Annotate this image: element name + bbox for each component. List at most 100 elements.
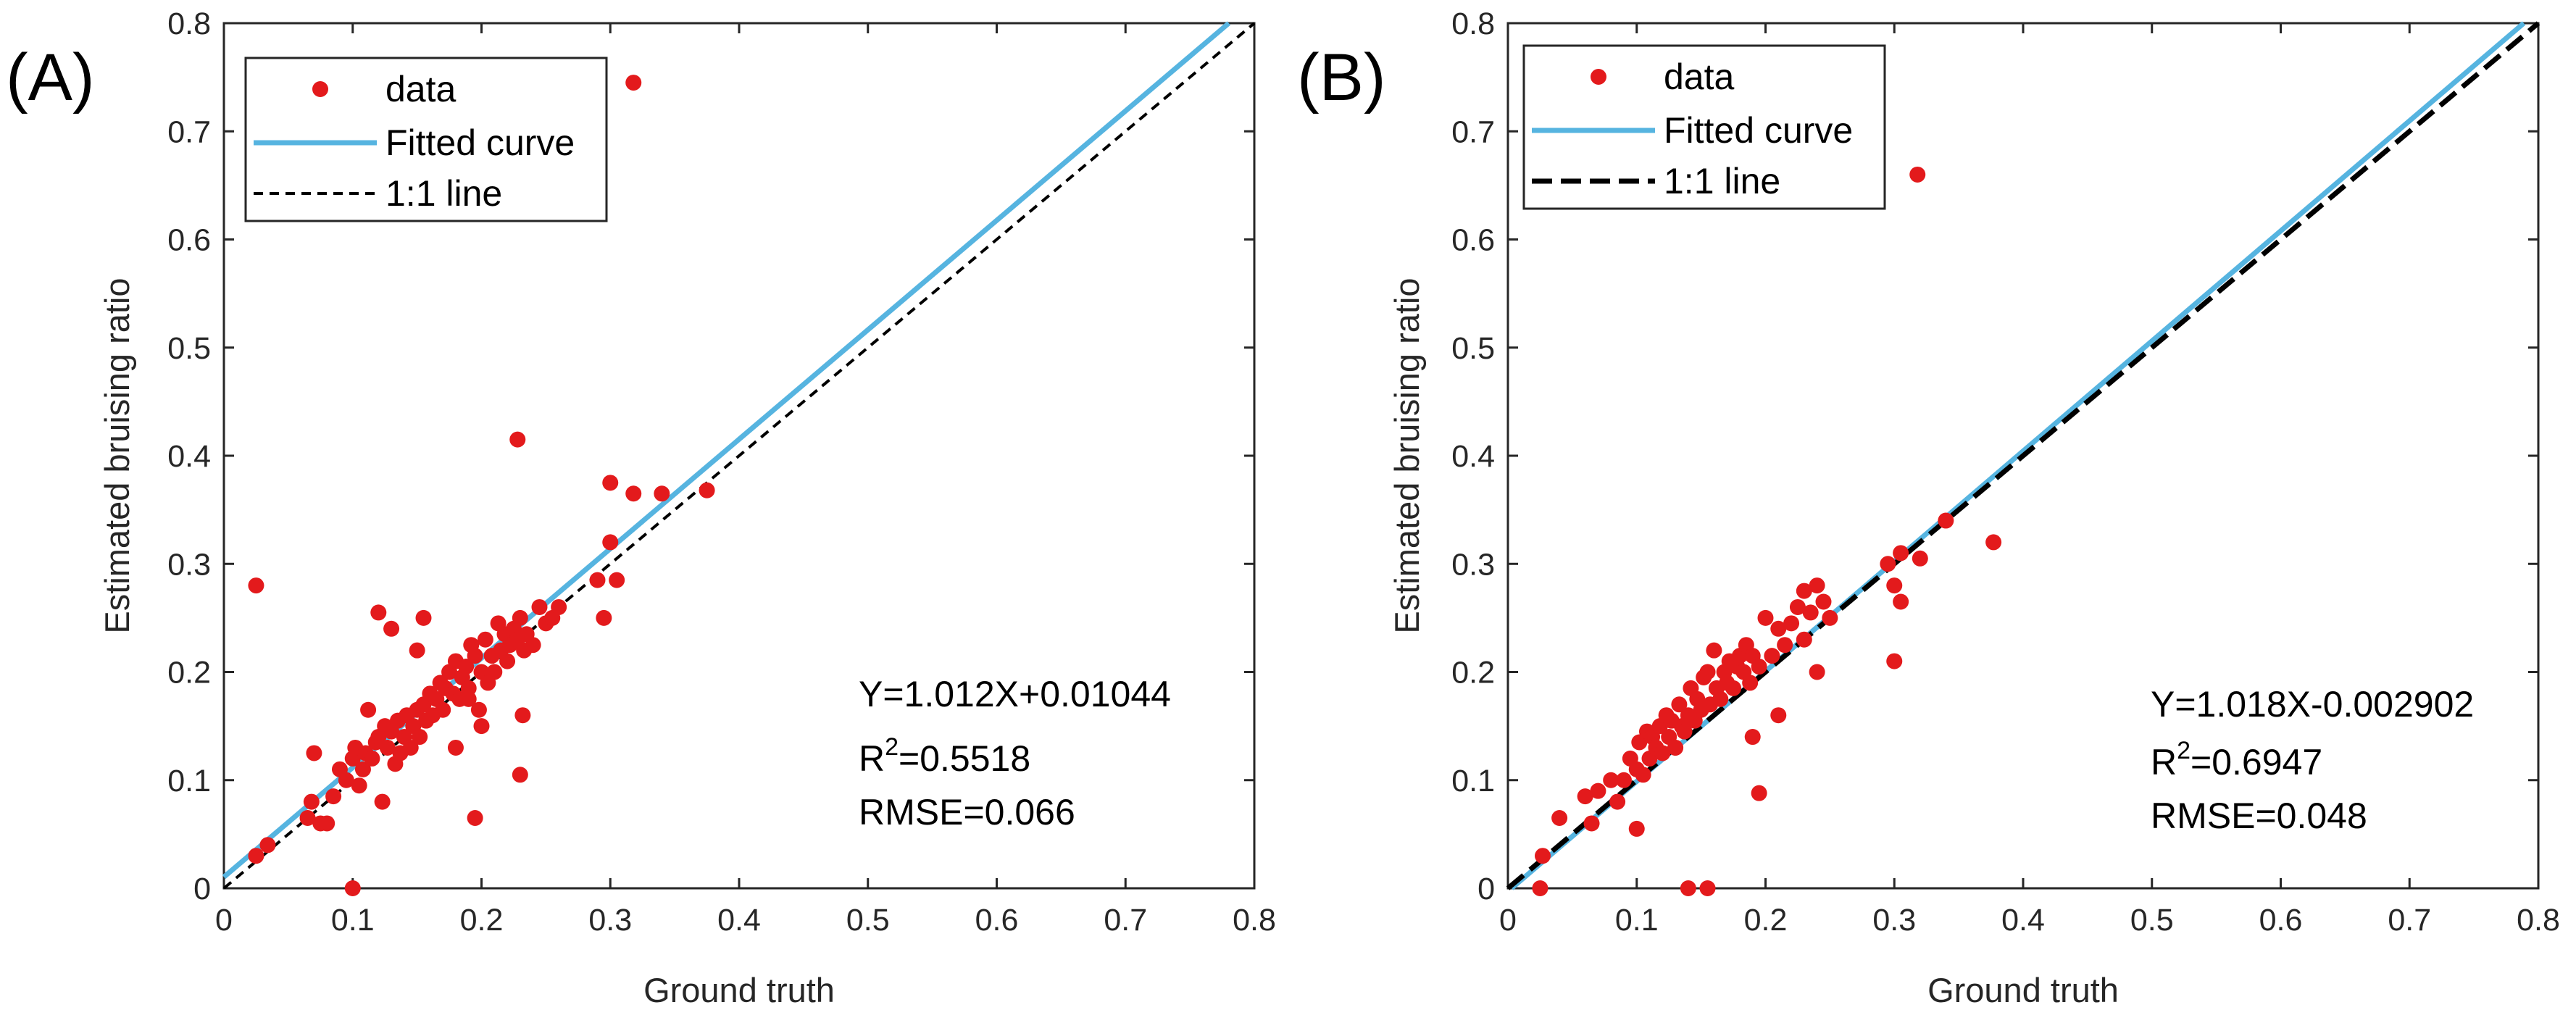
b-data-point <box>1699 664 1716 680</box>
a-data-point <box>319 815 335 832</box>
panel-a-identity-line <box>222 22 1256 890</box>
panel-b-r-superscript: 2 <box>2177 737 2191 764</box>
b-data-point <box>1706 642 1722 659</box>
b-data-point <box>1577 788 1593 805</box>
a-x-tick-label: 0.4 <box>717 903 761 938</box>
panel-b-legend-data-label: data <box>1664 57 1735 97</box>
b-data-point <box>1757 609 1774 626</box>
b-x-tick-label: 0.8 <box>2517 903 2560 938</box>
b-y-tick-label: 0.3 <box>1451 547 1495 582</box>
a-data-point <box>625 75 642 91</box>
b-x-tick-label: 0.7 <box>2388 903 2431 938</box>
b-data-point <box>1744 729 1761 746</box>
a-x-tick-label: 0.6 <box>975 903 1019 938</box>
a-data-point <box>525 637 541 654</box>
panel-a-equation: Y=1.012X+0.01044 <box>859 674 1171 714</box>
b-data-point <box>1712 690 1729 707</box>
b-x-tick-label: 0.2 <box>1744 903 1788 938</box>
b-data-point <box>1912 550 1928 567</box>
panel-b-legend: data Fitted curve 1:1 line <box>1522 44 1886 210</box>
a-data-point <box>531 598 548 615</box>
b-data-point <box>1635 767 1651 783</box>
b-identity-line-path <box>1506 21 2540 890</box>
panel-b-equation: Y=1.018X-0.002902 <box>2151 684 2474 725</box>
b-data-point <box>1680 880 1696 896</box>
b-x-tick-label: 0.6 <box>2259 903 2303 938</box>
a-data-point <box>602 475 619 491</box>
b-data-point <box>1909 166 1926 183</box>
a-x-tick-label: 0.8 <box>1233 903 1276 938</box>
a-y-tick-label: 0.8 <box>167 7 211 41</box>
b-data-point <box>1796 631 1812 648</box>
a-data-point <box>354 761 371 777</box>
a-x-tick-label: 0.5 <box>846 903 890 938</box>
a-data-point <box>514 707 531 724</box>
a-data-point <box>248 577 264 594</box>
a-data-point <box>458 659 475 675</box>
a-data-point <box>415 609 432 626</box>
panel-b-label: (B) <box>1297 41 1386 114</box>
a-data-point <box>477 631 493 648</box>
a-data-point <box>602 534 619 551</box>
a-y-tick-label: 0.6 <box>167 223 211 258</box>
a-data-point <box>248 848 264 864</box>
b-data-point <box>1893 593 1909 610</box>
a-data-point <box>259 837 276 854</box>
b-data-point <box>1590 782 1606 799</box>
panel-b-ticks: 0 0.1 0.2 0.3 0.4 0.5 0.6 0.7 0.8 0 0.1 0.2 0.3 0.4 0.… <box>1451 7 2560 938</box>
a-x-tick-label: 0.2 <box>460 903 504 938</box>
a-data-point <box>325 788 342 805</box>
b-y-tick-label: 0.6 <box>1451 223 1495 258</box>
b-data-point <box>1699 880 1716 896</box>
b-data-point <box>1938 512 1954 529</box>
b-data-point <box>1777 637 1793 654</box>
a-x-tick-label: 0.7 <box>1104 903 1147 938</box>
b-data-point <box>1615 772 1632 788</box>
a-data-point <box>364 750 380 767</box>
b-x-tick-label: 0.5 <box>2130 903 2174 938</box>
panel-b-legend-fitted-label: Fitted curve <box>1664 110 1853 151</box>
b-y-tick-label: 0.1 <box>1451 764 1495 798</box>
a-data-point <box>467 648 483 664</box>
a-data-point <box>370 604 387 621</box>
a-data-point <box>383 620 400 637</box>
panel-a-legend-identity-label: 1:1 line <box>385 173 502 214</box>
a-data-point <box>360 701 377 718</box>
a-x-tick-label: 0.3 <box>588 903 632 938</box>
b-data-point <box>1770 707 1787 724</box>
panel-a-r-label: R <box>859 738 885 779</box>
a-y-tick-label: 0.1 <box>167 764 211 798</box>
b-data-point <box>1751 659 1767 675</box>
b-data-point <box>1742 675 1759 691</box>
a-data-point <box>303 793 320 810</box>
a-data-point <box>512 609 528 626</box>
panel-b-identity-line <box>1506 21 2540 890</box>
panel-a-legend-fitted-label: Fitted curve <box>385 122 575 163</box>
b-data-point <box>1985 534 2002 551</box>
a-data-point <box>509 431 526 448</box>
b-data-point <box>1809 664 1825 680</box>
b-y-tick-label: 0.4 <box>1451 439 1495 474</box>
a-data-point <box>470 701 487 718</box>
a-y-tick-label: 0.7 <box>167 114 211 149</box>
b-data-point <box>1551 809 1568 826</box>
panel-b-legend-box <box>1522 44 1886 210</box>
b-y-tick-label: 0.2 <box>1451 656 1495 690</box>
a-data-point <box>473 718 490 735</box>
b-data-point <box>1534 848 1551 864</box>
panel-b-x-axis-label: Ground truth <box>1927 971 2119 1009</box>
a-data-point <box>402 739 419 756</box>
a-data-point <box>409 642 425 659</box>
b-data-point <box>1802 604 1819 621</box>
panel-a-x-axis-label: Ground truth <box>643 971 835 1009</box>
a-y-tick-label: 0.4 <box>167 439 211 474</box>
panel-b-r-squared: R2=0.6947 <box>2151 737 2322 782</box>
b-data-point <box>1532 880 1548 896</box>
a-data-point <box>338 772 354 788</box>
a-identity-line-path <box>222 22 1256 890</box>
panel-b-rmse: RMSE=0.048 <box>2151 796 2367 836</box>
a-data-point <box>609 572 625 588</box>
b-data-point <box>1725 680 1742 696</box>
a-data-point <box>299 809 316 826</box>
